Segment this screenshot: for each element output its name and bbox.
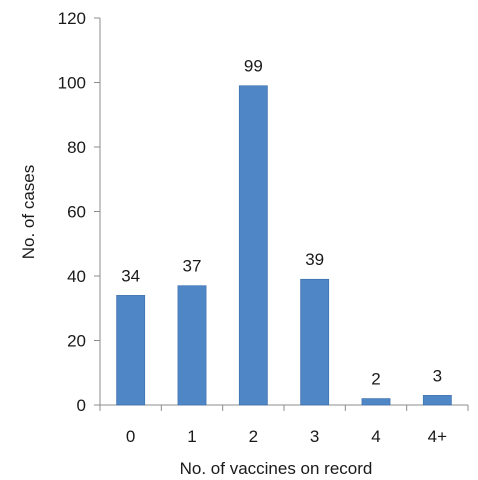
data-label: 39 (305, 250, 324, 269)
bar-2 (238, 85, 268, 406)
y-tick-label: 20 (67, 332, 86, 351)
x-axis: 0 1 2 3 4 4+ (99, 404, 469, 446)
y-tick-label: 100 (58, 74, 86, 93)
bar-3 (300, 278, 330, 406)
data-label: 37 (183, 257, 202, 276)
y-axis: 0 20 40 60 80 100 120 (58, 9, 101, 415)
bar-1 (177, 285, 207, 406)
x-tick-label: 4+ (428, 427, 447, 446)
x-axis-title: No. of vaccines on record (180, 459, 373, 478)
y-tick-label: 60 (67, 203, 86, 222)
x-tick-label: 3 (310, 427, 319, 446)
data-label: 2 (371, 370, 380, 389)
data-label: 34 (121, 266, 140, 285)
y-tick-label: 80 (67, 138, 86, 157)
bar-4 (361, 398, 391, 406)
y-tick-label: 0 (77, 396, 86, 415)
data-label: 3 (433, 366, 442, 385)
x-tick-label: 2 (249, 427, 258, 446)
y-tick-label: 40 (67, 267, 86, 286)
bar-4-plus (422, 395, 452, 406)
bars (116, 85, 452, 406)
y-tick-label: 120 (58, 9, 86, 28)
x-tick-label: 4 (371, 427, 380, 446)
x-tick-label: 1 (187, 427, 196, 446)
y-axis-title: No. of cases (19, 165, 38, 260)
bar-0 (116, 295, 146, 406)
data-labels: 34 37 99 39 2 3 (121, 57, 442, 389)
data-label: 99 (244, 57, 263, 76)
x-tick-label: 0 (126, 427, 135, 446)
